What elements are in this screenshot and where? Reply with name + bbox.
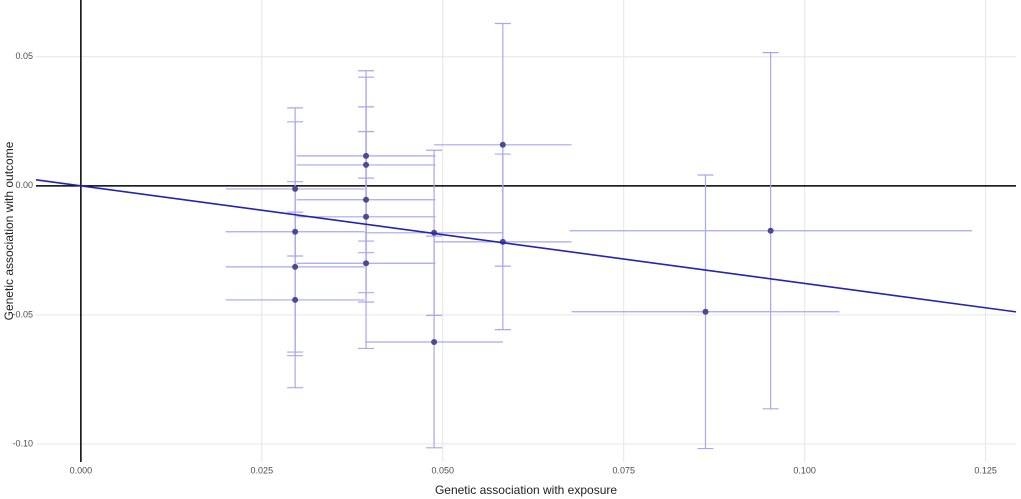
x-tick-label: 0.125 bbox=[974, 465, 997, 475]
point bbox=[363, 161, 370, 168]
regression-line bbox=[35, 178, 1017, 313]
x-tick-label: 0.075 bbox=[612, 465, 635, 475]
point bbox=[767, 227, 774, 234]
x-axis-title: Genetic association with exposure bbox=[435, 483, 617, 497]
y-tick-label: -0.05 bbox=[12, 309, 33, 319]
y-axis-title: Genetic association with outcome bbox=[2, 141, 16, 320]
point bbox=[499, 141, 506, 148]
x-tick-label: 0.000 bbox=[70, 465, 93, 475]
point bbox=[363, 152, 370, 159]
y-tick-label: 0.00 bbox=[15, 180, 33, 190]
y-tick-label: 0.05 bbox=[15, 51, 33, 61]
point bbox=[363, 196, 370, 203]
x-tick-label: 0.050 bbox=[431, 465, 454, 475]
point bbox=[292, 185, 299, 192]
point bbox=[292, 228, 299, 235]
point bbox=[292, 263, 299, 270]
y-tick-label: -0.10 bbox=[12, 438, 33, 448]
point bbox=[292, 296, 299, 303]
x-tick-label: 0.100 bbox=[793, 465, 816, 475]
point bbox=[431, 338, 438, 345]
point bbox=[363, 260, 370, 267]
point bbox=[702, 308, 709, 315]
point bbox=[363, 213, 370, 220]
x-tick-label: 0.025 bbox=[251, 465, 274, 475]
